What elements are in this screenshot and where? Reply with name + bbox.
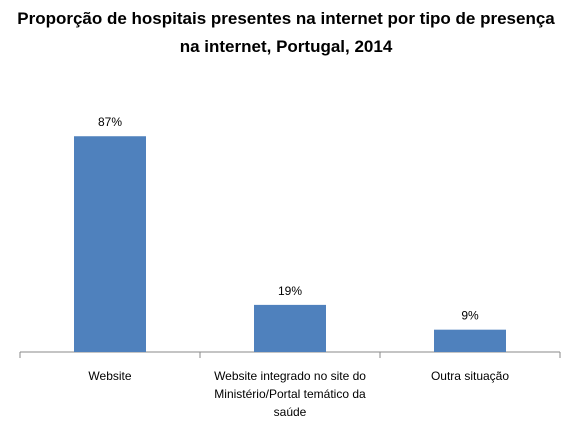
- bar: [434, 329, 506, 352]
- value-label: 87%: [98, 115, 122, 129]
- value-label: 9%: [461, 309, 479, 323]
- x-tick-label: Website integrado no site do Ministério/P…: [214, 369, 366, 419]
- bar: [74, 136, 146, 352]
- x-tick-label: Outra situação: [431, 369, 509, 383]
- bar: [254, 304, 326, 352]
- chart-title: Proporção de hospitais presentes na inte…: [17, 9, 555, 56]
- x-tick-label: Website: [88, 369, 131, 383]
- value-label: 19%: [278, 284, 302, 298]
